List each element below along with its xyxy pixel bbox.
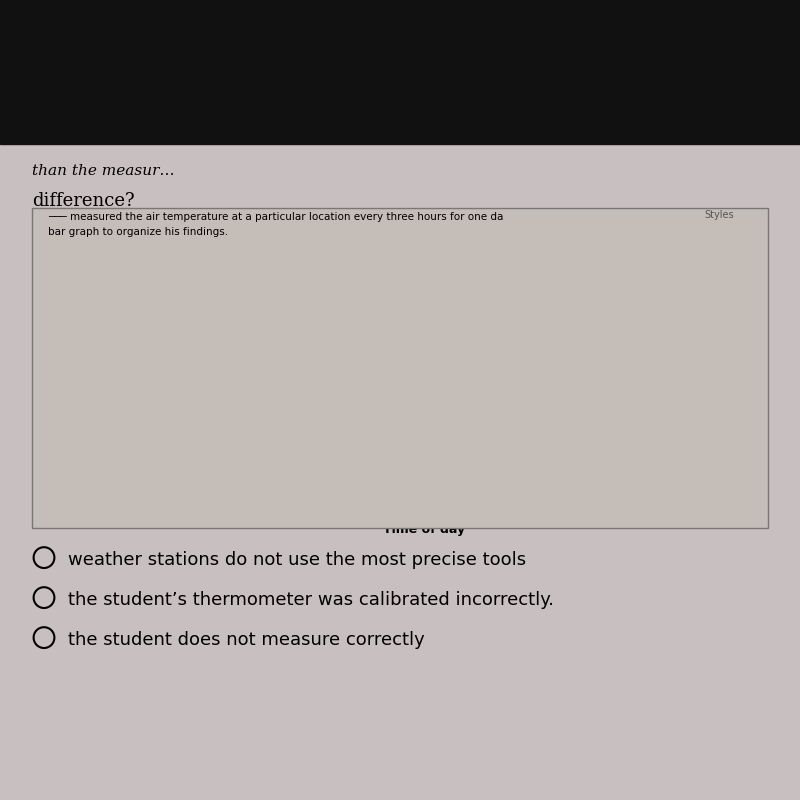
- Text: the student does not measure correctly: the student does not measure correctly: [68, 631, 425, 649]
- Bar: [362, 362, 406, 504]
- X-axis label: Time of day: Time of day: [383, 523, 465, 536]
- Bar: [442, 334, 486, 504]
- Text: the student’s thermometer was calibrated incorrectly.: the student’s thermometer was calibrated…: [68, 591, 554, 609]
- Bar: [682, 320, 726, 504]
- Text: Styles: Styles: [704, 210, 734, 219]
- Bar: [522, 286, 566, 504]
- Text: difference?: difference?: [32, 192, 134, 210]
- Text: than the measur…: than the measur…: [32, 164, 174, 178]
- Bar: [122, 368, 166, 504]
- Y-axis label: Temperature (°C): Temperature (°C): [69, 314, 82, 422]
- Text: bar graph to organize his findings.: bar graph to organize his findings.: [48, 227, 228, 238]
- Bar: [202, 388, 246, 504]
- Text: ─── measured the air temperature at a particular location every three hours for : ─── measured the air temperature at a pa…: [48, 212, 503, 222]
- Bar: [602, 320, 646, 504]
- Bar: [282, 395, 326, 504]
- Text: weather stations do not use the most precise tools: weather stations do not use the most pre…: [68, 551, 526, 569]
